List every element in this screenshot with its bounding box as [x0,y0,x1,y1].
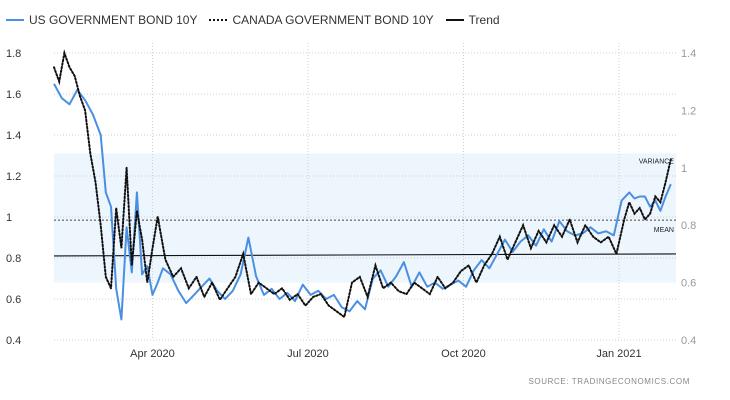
x-tick-label: Jan 2021 [596,348,641,360]
mean-label: MEAN [654,227,674,234]
left-tick-label: 0.4 [6,335,21,347]
source-note: SOURCE: TRADINGECONOMICS.COM [528,377,690,386]
right-tick-label: 1.4 [681,48,696,60]
x-axis: Apr 2020 Jul 2020 Oct 2020 Jan 2021 [130,348,641,360]
trend-line [53,253,677,257]
left-axis: 0.4 0.6 0.8 1 1.2 1.4 1.6 1.8 [6,48,21,347]
legend: US GOVERNMENT BOND 10Y CANADA GOVERNMENT… [6,13,512,27]
legend-item-canada[interactable]: CANADA GOVERNMENT BOND 10Y [209,13,434,27]
left-tick-label: 1.4 [6,130,21,142]
x-tick-label: Apr 2020 [130,348,175,360]
legend-label-trend: Trend [468,13,500,27]
right-tick-label: 0.6 [681,278,696,290]
legend-swatch-us [6,19,24,21]
variance-band [54,153,676,283]
legend-label-us: US GOVERNMENT BOND 10Y [29,13,198,27]
left-tick-label: 1.6 [6,89,21,101]
legend-item-us[interactable]: US GOVERNMENT BOND 10Y [6,13,197,27]
canada-bond-line [53,49,672,319]
right-tick-label: 1 [681,163,687,175]
right-tick-label: 0.8 [681,220,696,232]
left-tick-label: 0.6 [6,294,21,306]
left-tick-label: 0.8 [6,253,21,265]
right-axis: 0.4 0.6 0.8 1 1.2 1.4 [681,48,696,347]
left-tick-label: 1.8 [6,48,21,60]
legend-item-trend[interactable]: Trend [445,13,500,27]
right-tick-label: 1.2 [681,105,696,117]
variance-label: VARIANCE [639,158,675,165]
legend-label-canada: CANADA GOVERNMENT BOND 10Y [232,13,434,27]
us-bond-line [53,83,672,321]
x-tick-label: Oct 2020 [441,348,486,360]
x-tick-label: Jul 2020 [287,348,329,360]
left-tick-label: 1 [6,212,12,224]
legend-swatch-trend [445,19,464,21]
left-tick-label: 1.2 [6,171,21,183]
legend-swatch-canada [209,19,228,21]
right-tick-label: 0.4 [681,335,696,347]
